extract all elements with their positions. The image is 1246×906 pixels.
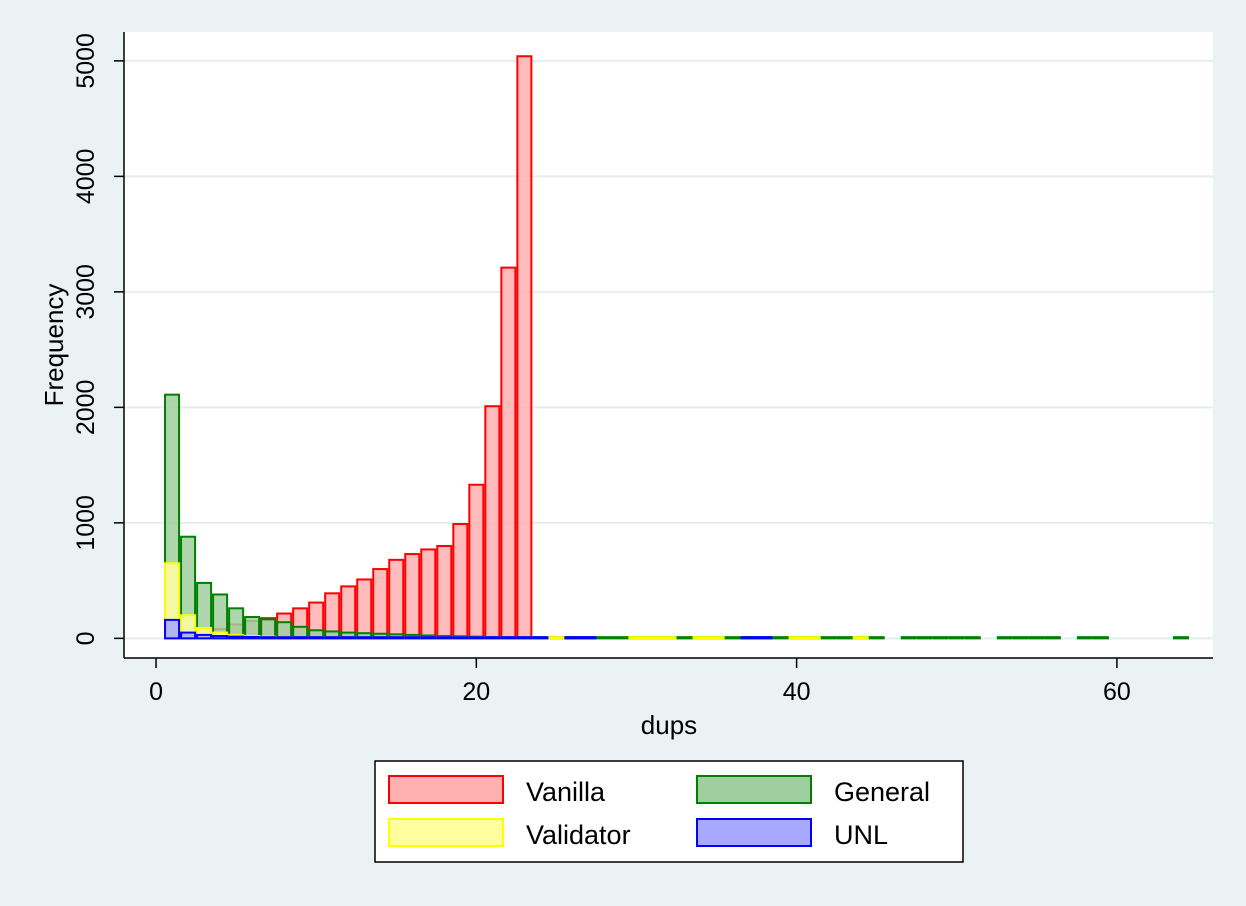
legend-swatch-vanilla bbox=[388, 775, 504, 804]
bar-vanilla bbox=[484, 405, 501, 640]
y-tick-label: 5000 bbox=[72, 33, 100, 89]
bar-validator bbox=[660, 636, 677, 640]
y-tick-label: 4000 bbox=[72, 149, 100, 205]
bar-general bbox=[1044, 636, 1061, 640]
axes-group bbox=[123, 32, 1213, 659]
bar-validator bbox=[548, 636, 565, 640]
bar-unl bbox=[196, 633, 213, 640]
bar-vanilla bbox=[356, 578, 373, 640]
bar-general bbox=[772, 636, 789, 640]
y-tick-label: 0 bbox=[72, 631, 100, 645]
bar-unl bbox=[468, 636, 485, 640]
bar-general bbox=[596, 636, 613, 640]
bar-unl bbox=[180, 631, 197, 640]
bar-unl bbox=[212, 635, 229, 640]
legend-label-vanilla: Vanilla bbox=[526, 777, 606, 807]
bar-unl bbox=[372, 636, 389, 640]
bar-general bbox=[276, 621, 293, 640]
bar-vanilla bbox=[388, 558, 405, 640]
bar-validator bbox=[804, 636, 821, 640]
bar-vanilla bbox=[468, 483, 485, 640]
legend-label-general: General bbox=[834, 777, 930, 807]
bar-unl bbox=[404, 636, 421, 640]
bar-unl bbox=[292, 636, 309, 640]
x-axis-title: dups bbox=[641, 710, 697, 740]
bar-vanilla bbox=[340, 585, 357, 640]
bar-unl bbox=[228, 635, 245, 640]
bar-validator bbox=[852, 636, 869, 640]
bar-validator bbox=[692, 636, 709, 640]
y-ticks: 0 1000 2000 3000 4000 5000 bbox=[72, 33, 124, 645]
bar-general bbox=[836, 636, 853, 640]
bar-unl bbox=[484, 636, 501, 640]
x-tick-label: 60 bbox=[1103, 678, 1131, 706]
bar-vanilla bbox=[420, 548, 437, 640]
bar-unl bbox=[276, 636, 293, 640]
bar-general bbox=[228, 607, 245, 640]
legend-swatch-unl bbox=[696, 818, 812, 847]
bar-validator bbox=[708, 636, 725, 640]
bar-general bbox=[612, 636, 629, 640]
bars-group bbox=[164, 55, 1189, 640]
bar-validator bbox=[644, 636, 661, 640]
bar-unl bbox=[356, 636, 373, 640]
bar-general bbox=[996, 636, 1013, 640]
bar-unl bbox=[740, 636, 757, 640]
bar-unl bbox=[260, 636, 277, 640]
bar-unl bbox=[420, 636, 437, 640]
bar-unl bbox=[324, 636, 341, 640]
bar-unl bbox=[388, 636, 405, 640]
bar-general bbox=[724, 636, 741, 640]
bar-general bbox=[900, 636, 917, 640]
bar-general bbox=[964, 636, 981, 640]
bar-vanilla bbox=[500, 266, 517, 640]
plot-area bbox=[124, 32, 1213, 658]
legend: Vanilla General Validator UNL bbox=[374, 760, 964, 863]
bar-unl bbox=[580, 636, 597, 640]
bar-general bbox=[676, 636, 693, 640]
legend-label-unl: UNL bbox=[834, 820, 888, 850]
bar-general bbox=[1092, 636, 1109, 640]
y-tick-label: 1000 bbox=[72, 495, 100, 551]
bar-vanilla bbox=[372, 568, 389, 640]
bar-general bbox=[260, 618, 277, 640]
legend-swatch-general bbox=[696, 775, 812, 804]
bar-unl bbox=[308, 636, 325, 640]
bar-vanilla bbox=[516, 55, 533, 640]
x-ticks: 0 20 40 60 bbox=[149, 658, 1131, 706]
bar-validator bbox=[788, 636, 805, 640]
bar-unl bbox=[340, 636, 357, 640]
bar-general bbox=[1076, 636, 1093, 640]
bar-unl bbox=[452, 636, 469, 640]
legend-swatch-validator bbox=[388, 818, 504, 847]
bar-vanilla bbox=[452, 523, 469, 640]
bar-unl bbox=[500, 636, 517, 640]
y-tick-label: 3000 bbox=[72, 264, 100, 320]
x-tick-label: 40 bbox=[783, 678, 811, 706]
bar-unl bbox=[756, 636, 773, 640]
y-axis-title: Frequency bbox=[39, 284, 69, 407]
bar-unl bbox=[516, 636, 533, 640]
bar-unl bbox=[436, 636, 453, 640]
bar-general bbox=[1012, 636, 1029, 640]
bar-vanilla bbox=[404, 553, 421, 640]
bar-unl bbox=[164, 618, 181, 640]
x-tick-label: 20 bbox=[462, 678, 490, 706]
bar-unl bbox=[532, 636, 549, 640]
bar-unl bbox=[244, 635, 261, 640]
bar-general bbox=[1028, 636, 1045, 640]
bar-general bbox=[948, 636, 965, 640]
bar-general bbox=[916, 636, 933, 640]
bar-general bbox=[868, 636, 885, 640]
bar-general bbox=[820, 636, 837, 640]
bar-vanilla bbox=[436, 544, 453, 640]
bar-general bbox=[1172, 636, 1189, 640]
bar-general bbox=[932, 636, 949, 640]
legend-label-validator: Validator bbox=[526, 820, 631, 850]
x-tick-label: 0 bbox=[149, 678, 163, 706]
bar-validator bbox=[628, 636, 645, 640]
bar-unl bbox=[564, 636, 581, 640]
y-tick-label: 2000 bbox=[72, 380, 100, 436]
